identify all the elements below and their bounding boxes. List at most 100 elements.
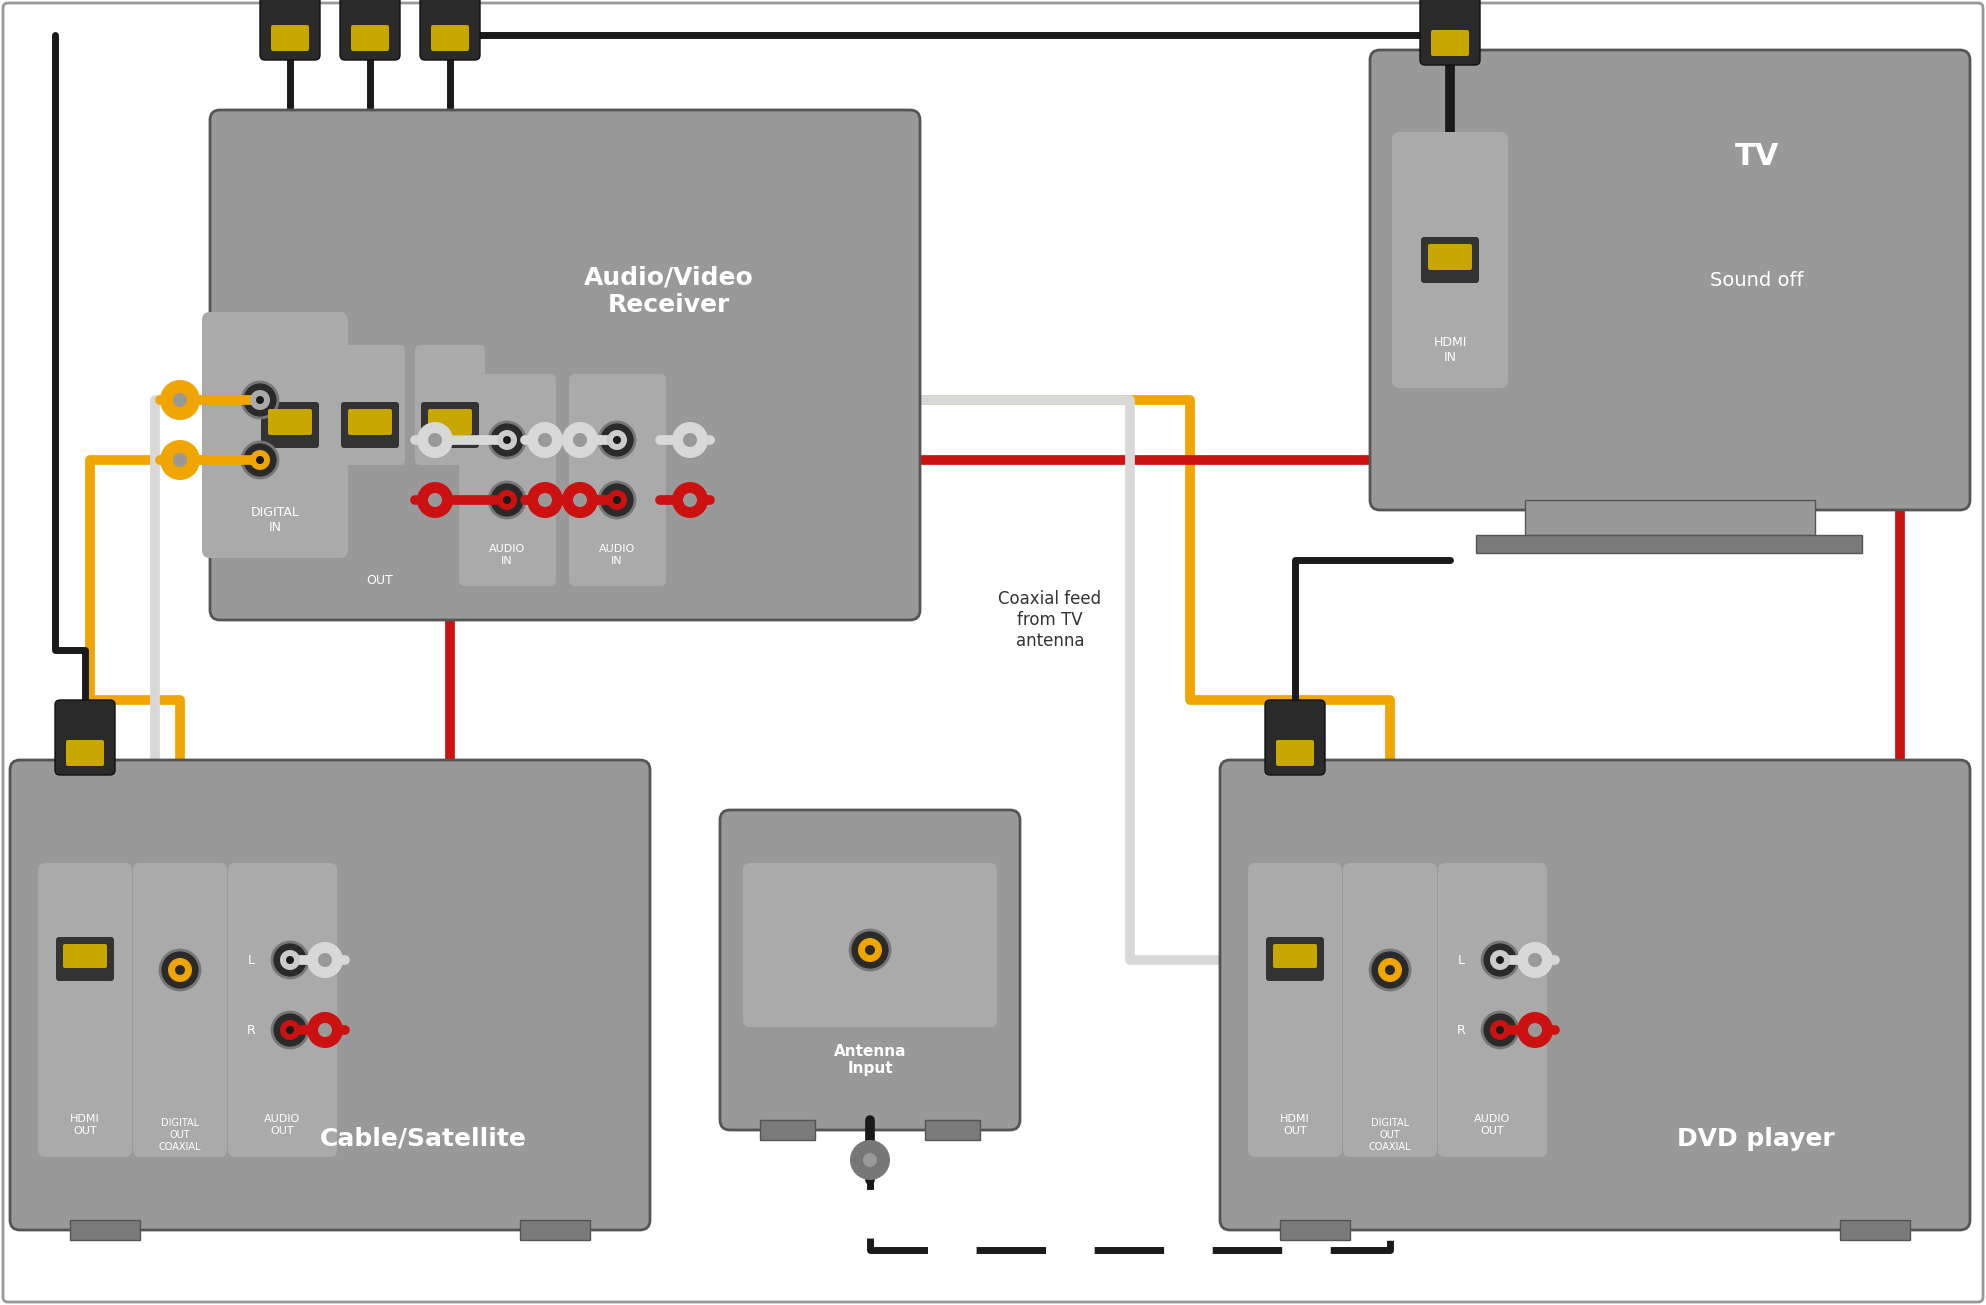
Circle shape — [175, 964, 185, 975]
Circle shape — [1517, 1011, 1553, 1048]
FancyBboxPatch shape — [1265, 937, 1325, 981]
Circle shape — [272, 942, 308, 977]
Circle shape — [502, 496, 510, 504]
Circle shape — [864, 1154, 878, 1167]
FancyBboxPatch shape — [260, 402, 320, 448]
FancyBboxPatch shape — [429, 408, 473, 435]
FancyBboxPatch shape — [1428, 244, 1472, 270]
Circle shape — [1527, 953, 1541, 967]
Circle shape — [286, 957, 294, 964]
Circle shape — [161, 950, 201, 990]
Bar — [1839, 1220, 1911, 1240]
Text: HDMI
OUT: HDMI OUT — [70, 1114, 99, 1135]
Circle shape — [429, 493, 443, 508]
Text: OUT: OUT — [367, 573, 393, 586]
Circle shape — [250, 390, 270, 410]
FancyBboxPatch shape — [1265, 699, 1325, 775]
Circle shape — [242, 442, 278, 478]
Circle shape — [683, 433, 697, 448]
Circle shape — [496, 489, 516, 510]
Circle shape — [1527, 1023, 1541, 1037]
FancyBboxPatch shape — [228, 863, 338, 1158]
Circle shape — [562, 482, 598, 518]
FancyBboxPatch shape — [1438, 863, 1547, 1158]
Circle shape — [280, 1021, 300, 1040]
Circle shape — [1517, 942, 1553, 977]
Text: DIGITAL
OUT
COAXIAL: DIGITAL OUT COAXIAL — [1368, 1118, 1412, 1151]
FancyBboxPatch shape — [38, 863, 131, 1158]
Circle shape — [574, 493, 588, 508]
Circle shape — [318, 953, 332, 967]
FancyBboxPatch shape — [260, 0, 320, 60]
FancyBboxPatch shape — [1432, 30, 1470, 56]
Circle shape — [496, 431, 516, 450]
Circle shape — [286, 1026, 294, 1034]
FancyBboxPatch shape — [203, 312, 348, 559]
Circle shape — [318, 1023, 332, 1037]
Text: R: R — [246, 1023, 256, 1036]
Circle shape — [489, 422, 524, 458]
FancyBboxPatch shape — [415, 345, 485, 465]
Circle shape — [417, 422, 453, 458]
Bar — [70, 1220, 139, 1240]
Circle shape — [526, 482, 562, 518]
Circle shape — [1495, 1026, 1503, 1034]
Text: AUDIO
OUT: AUDIO OUT — [1474, 1114, 1509, 1135]
Text: Coaxial feed
from TV
antenna: Coaxial feed from TV antenna — [999, 590, 1102, 650]
FancyBboxPatch shape — [352, 25, 389, 51]
Text: AUDIO
OUT: AUDIO OUT — [264, 1114, 300, 1135]
Text: DVD player: DVD player — [1676, 1128, 1835, 1151]
Circle shape — [574, 433, 588, 448]
FancyBboxPatch shape — [56, 699, 115, 775]
FancyBboxPatch shape — [1219, 760, 1970, 1231]
FancyBboxPatch shape — [1370, 50, 1970, 510]
Text: HDMI
OUT: HDMI OUT — [1281, 1114, 1311, 1135]
Text: Sound off: Sound off — [1710, 270, 1803, 290]
FancyBboxPatch shape — [254, 345, 326, 465]
Circle shape — [242, 382, 278, 418]
Bar — [761, 1120, 814, 1141]
FancyBboxPatch shape — [431, 25, 469, 51]
Circle shape — [489, 482, 524, 518]
Text: TV: TV — [1736, 142, 1779, 171]
Circle shape — [614, 496, 622, 504]
Text: Audio/Video
Receiver: Audio/Video Receiver — [584, 266, 753, 317]
FancyBboxPatch shape — [133, 863, 226, 1158]
Circle shape — [614, 436, 622, 444]
Circle shape — [526, 422, 562, 458]
Circle shape — [608, 431, 628, 450]
FancyBboxPatch shape — [342, 402, 399, 448]
FancyBboxPatch shape — [1275, 740, 1315, 766]
Circle shape — [502, 436, 510, 444]
Circle shape — [1482, 942, 1517, 977]
Circle shape — [538, 493, 552, 508]
FancyBboxPatch shape — [268, 408, 312, 435]
Text: L: L — [248, 954, 254, 967]
FancyBboxPatch shape — [64, 944, 107, 968]
Circle shape — [161, 380, 201, 420]
Circle shape — [1490, 950, 1509, 970]
Circle shape — [1490, 1021, 1509, 1040]
Circle shape — [256, 395, 264, 405]
FancyBboxPatch shape — [66, 740, 103, 766]
Circle shape — [562, 422, 598, 458]
Text: DIGITAL
IN: DIGITAL IN — [250, 506, 300, 534]
Bar — [520, 1220, 590, 1240]
Circle shape — [417, 482, 453, 518]
Circle shape — [173, 453, 187, 467]
Text: Antenna
Input: Antenna Input — [834, 1044, 906, 1077]
FancyBboxPatch shape — [570, 375, 665, 586]
Circle shape — [308, 1011, 344, 1048]
Circle shape — [429, 433, 443, 448]
FancyBboxPatch shape — [270, 25, 310, 51]
Circle shape — [1370, 950, 1410, 990]
FancyBboxPatch shape — [1343, 863, 1438, 1158]
Text: HDMI
IN: HDMI IN — [1434, 335, 1468, 364]
FancyBboxPatch shape — [1420, 0, 1480, 65]
Text: L: L — [1458, 954, 1464, 967]
FancyBboxPatch shape — [10, 760, 649, 1231]
Circle shape — [850, 930, 890, 970]
Text: AUDIO
IN: AUDIO IN — [600, 544, 636, 566]
Circle shape — [256, 455, 264, 465]
Text: Cable/Satellite: Cable/Satellite — [320, 1128, 526, 1151]
